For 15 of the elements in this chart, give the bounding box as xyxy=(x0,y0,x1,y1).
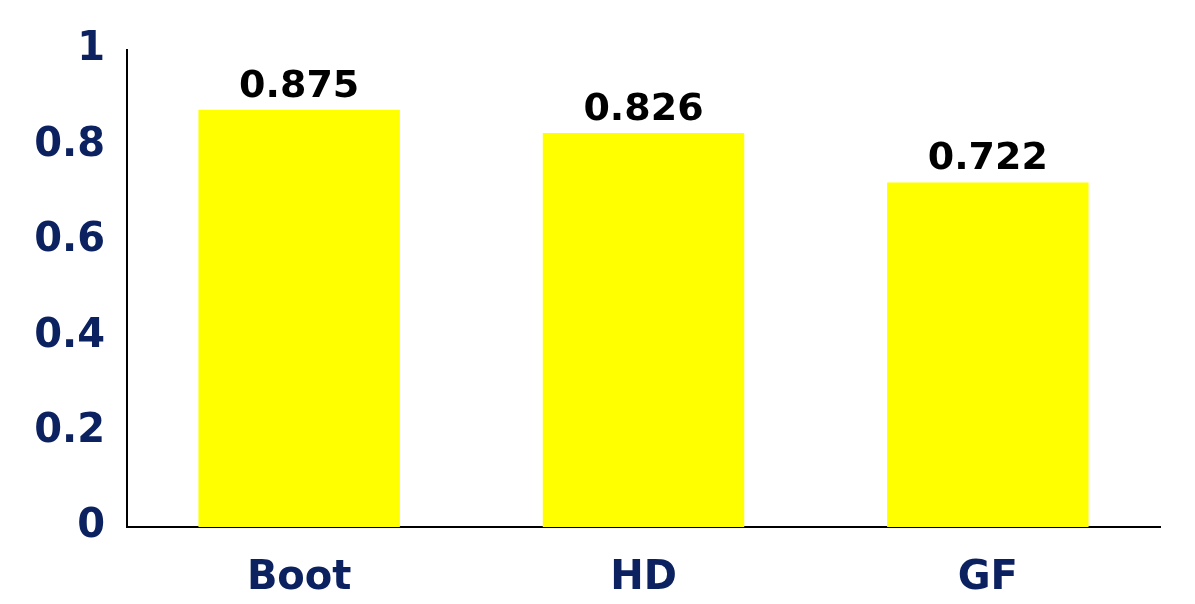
x-tick-label: Boot xyxy=(246,552,352,599)
bar xyxy=(542,133,745,527)
bar xyxy=(887,182,1089,527)
y-tick-label: 0 xyxy=(77,500,105,547)
x-tick-label: GF xyxy=(957,552,1018,599)
y-tick-label: 0.2 xyxy=(34,404,105,451)
y-tick-label: 0.4 xyxy=(34,309,105,356)
bar xyxy=(198,109,400,527)
y-tick-label: 0.6 xyxy=(34,214,105,261)
y-tick-label: 1 xyxy=(77,23,105,70)
data-label: 0.722 xyxy=(927,134,1048,179)
data-label: 0.875 xyxy=(239,61,360,106)
x-tick-label: HD xyxy=(610,552,677,599)
data-label: 0.826 xyxy=(583,84,704,129)
y-tick-label: 0.8 xyxy=(34,118,105,165)
